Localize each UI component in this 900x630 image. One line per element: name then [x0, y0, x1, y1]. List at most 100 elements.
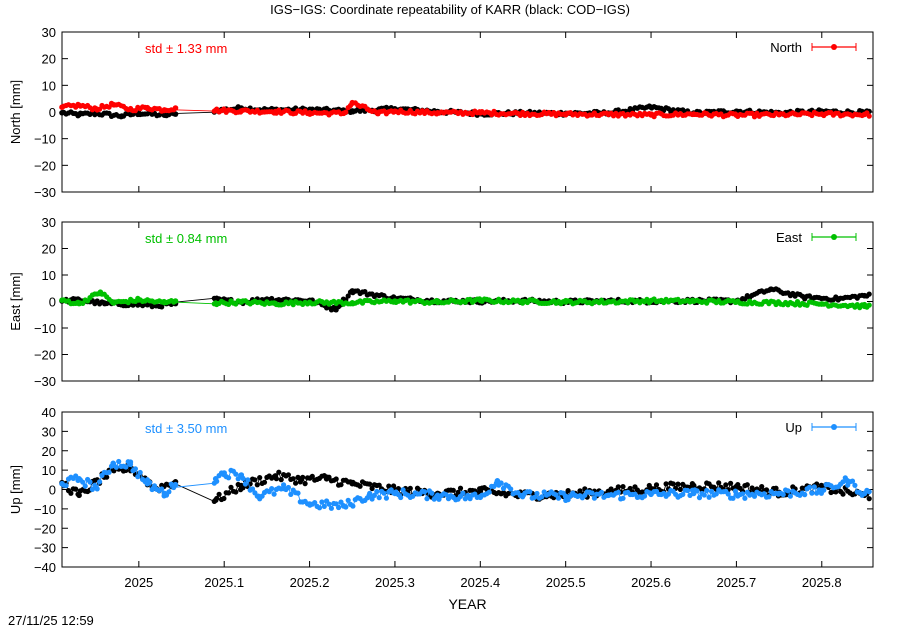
data-point-east — [562, 299, 569, 305]
data-point-up — [392, 490, 398, 497]
x-tick-label: 2025.7 — [717, 575, 757, 590]
data-point-up — [620, 495, 626, 501]
data-point-east — [97, 289, 104, 296]
data-point-east — [161, 299, 168, 306]
data-point-east — [801, 294, 808, 301]
data-point-up — [137, 469, 143, 476]
data-point-up — [615, 484, 621, 490]
timestamp-label: 27/11/25 12:59 — [8, 613, 94, 628]
data-point-up — [728, 480, 734, 486]
data-point-east — [733, 299, 740, 305]
data-point-up — [309, 473, 315, 479]
data-point-up — [620, 484, 626, 490]
data-point-east — [776, 300, 782, 306]
std-label-up: std ± 3.50 mm — [145, 421, 227, 436]
data-point-east — [349, 300, 356, 306]
data-point-up — [288, 491, 294, 497]
data-point-north — [733, 112, 740, 118]
data-point-up — [773, 485, 779, 491]
data-point-north — [340, 110, 347, 117]
y-axis-label-north: North [mm] — [8, 80, 23, 144]
data-point-up — [422, 489, 428, 495]
data-point-up — [249, 486, 256, 492]
std-label-east: std ± 0.84 mm — [145, 231, 227, 246]
x-tick-label: 2025.6 — [631, 575, 671, 590]
data-point-up — [733, 483, 740, 490]
data-point-up — [450, 487, 456, 493]
data-point-up — [809, 490, 815, 496]
data-point-up — [82, 483, 88, 489]
data-point-up — [212, 476, 219, 482]
x-tick-label: 2025 — [124, 575, 153, 590]
data-point-east — [690, 298, 697, 305]
data-point-up — [733, 491, 740, 498]
data-point-up — [701, 492, 707, 498]
data-point-north — [238, 108, 245, 114]
data-point-up — [106, 469, 112, 475]
y-tick-label-north: 30 — [42, 25, 56, 40]
data-point-up — [866, 496, 872, 502]
data-point-up — [534, 490, 540, 497]
data-point-up — [680, 491, 686, 497]
data-point-east — [110, 300, 116, 306]
data-point-north — [349, 99, 356, 106]
data-point-up — [723, 482, 729, 488]
data-point-up — [840, 479, 846, 485]
data-point-up — [116, 458, 122, 465]
data-point-east — [159, 304, 165, 310]
data-point-north — [161, 107, 168, 113]
data-point-up — [391, 483, 397, 489]
data-point-up — [328, 505, 334, 511]
data-point-up — [615, 489, 621, 495]
data-point-north — [161, 112, 168, 118]
data-point-up — [316, 505, 323, 511]
data-point-up — [457, 485, 464, 491]
data-point-up — [238, 482, 245, 489]
data-point-up — [228, 484, 234, 490]
data-point-up — [663, 481, 669, 487]
data-point-up — [269, 486, 275, 492]
data-point-north — [59, 110, 65, 116]
data-point-north — [861, 111, 868, 118]
data-point-up — [751, 493, 758, 499]
data-point-up — [677, 486, 684, 492]
data-point-up — [776, 490, 782, 497]
data-point-up — [811, 484, 817, 490]
data-point-north — [119, 113, 125, 119]
data-point-east — [866, 291, 872, 297]
data-point-north — [605, 111, 612, 118]
data-point-up — [840, 491, 846, 497]
data-point-up — [386, 483, 392, 489]
data-point-east — [434, 299, 441, 306]
data-point-up — [759, 484, 765, 490]
data-point-up — [123, 464, 129, 470]
data-point-east — [306, 299, 313, 306]
x-tick-label: 2025.1 — [204, 575, 244, 590]
data-point-up — [340, 503, 347, 509]
data-point-up — [371, 492, 377, 498]
data-point-east — [238, 299, 245, 305]
data-point-up — [675, 481, 681, 487]
data-point-north — [127, 106, 134, 113]
y-tick-label-north: 0 — [49, 105, 56, 120]
data-point-up — [866, 489, 872, 495]
data-point-north — [212, 107, 219, 114]
data-point-up — [80, 479, 86, 485]
y-tick-label-east: −20 — [34, 348, 56, 363]
data-point-north — [76, 111, 82, 118]
data-point-up — [690, 490, 697, 497]
data-point-up — [785, 488, 791, 494]
y-tick-label-east: 0 — [49, 295, 56, 310]
x-axis-label: YEAR — [448, 596, 486, 612]
x-tick-label: 2025.3 — [375, 575, 415, 590]
data-point-up — [486, 489, 492, 495]
data-point-up — [400, 487, 406, 493]
data-point-up — [434, 492, 441, 499]
data-point-north — [110, 101, 116, 108]
y-tick-label-north: −10 — [34, 132, 56, 147]
data-point-east — [477, 297, 484, 304]
data-point-east — [861, 303, 868, 310]
data-point-up — [787, 493, 794, 499]
data-point-up — [302, 481, 308, 487]
data-point-up — [381, 490, 387, 496]
